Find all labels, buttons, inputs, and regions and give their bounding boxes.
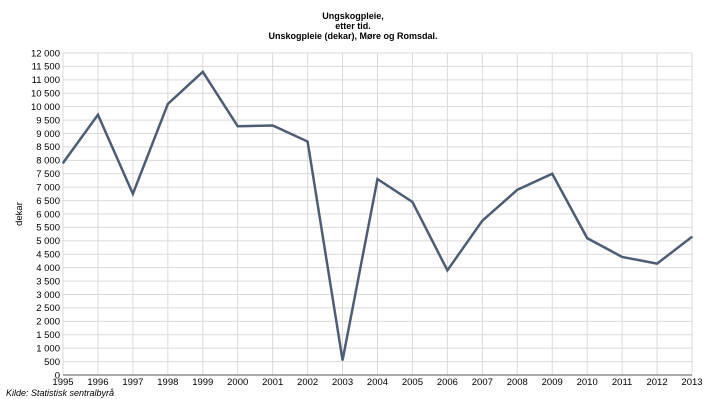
y-tick-label: 11 000 bbox=[32, 75, 60, 86]
data-point bbox=[306, 140, 309, 143]
data-point bbox=[167, 103, 169, 105]
y-tick-label: 10 500 bbox=[31, 89, 60, 100]
x-tick-label: 2010 bbox=[577, 377, 598, 388]
data-point bbox=[621, 256, 623, 258]
y-tick-label: 7 000 bbox=[36, 182, 60, 193]
x-tick-label: 1997 bbox=[122, 377, 143, 388]
y-tick-label: 1 500 bbox=[36, 330, 60, 341]
x-tick-label: 2012 bbox=[646, 377, 667, 388]
y-tick-label: 11 500 bbox=[32, 62, 60, 73]
x-tick-label: 1999 bbox=[192, 377, 213, 388]
series-layer bbox=[61, 69, 693, 362]
y-tick-label: 1 000 bbox=[36, 343, 60, 354]
chart-title-line-1: Ungskogpleie, bbox=[322, 11, 384, 21]
x-tick-label: 2006 bbox=[437, 377, 458, 388]
data-point bbox=[551, 172, 554, 175]
x-tick-label: 2001 bbox=[262, 377, 283, 388]
y-tick-label: 5 500 bbox=[36, 223, 60, 234]
data-point bbox=[341, 359, 344, 362]
data-point bbox=[481, 219, 484, 222]
data-point bbox=[516, 189, 519, 191]
y-tick-label: 7 500 bbox=[36, 169, 60, 180]
data-point bbox=[376, 178, 379, 180]
y-tick-label: 6 500 bbox=[36, 196, 60, 207]
data-point bbox=[411, 201, 414, 203]
x-tick-label: 2000 bbox=[227, 377, 248, 388]
y-axis-ticks: 0 500 1 000 1 500 2 000 2 500 3 000 3 500 4 000 4… bbox=[31, 48, 60, 381]
data-point bbox=[656, 262, 658, 265]
y-tick-label: 4 500 bbox=[36, 250, 60, 261]
data-point bbox=[271, 124, 274, 127]
gridlines bbox=[62, 52, 693, 375]
y-tick-label: 3 000 bbox=[36, 290, 60, 301]
y-tick-label: 9 000 bbox=[36, 129, 60, 140]
y-axis-label: dekar bbox=[14, 202, 25, 226]
chart-title-line-2: etter tid. bbox=[335, 21, 371, 31]
y-tick-label: 500 bbox=[44, 357, 60, 368]
y-tick-label: 3 500 bbox=[36, 276, 60, 287]
x-tick-label: 2007 bbox=[472, 377, 493, 388]
data-point bbox=[132, 193, 134, 195]
x-tick-label: 1998 bbox=[157, 377, 178, 388]
chart-title-line-3: Unskogpleie (dekar), Møre og Romsdal. bbox=[268, 31, 437, 41]
y-tick-label: 0 bbox=[55, 370, 60, 381]
x-tick-label: 2005 bbox=[402, 377, 423, 388]
x-tick-label: 2009 bbox=[542, 377, 563, 388]
x-tick-label: 2002 bbox=[297, 377, 318, 388]
x-tick-label: 1995 bbox=[52, 377, 73, 388]
data-point bbox=[62, 162, 64, 164]
y-tick-label: 10 000 bbox=[31, 102, 60, 113]
x-tick-label: 2004 bbox=[367, 377, 388, 388]
y-tick-label: 12 000 bbox=[31, 48, 60, 59]
x-axis-ticks: 1995 1996 1997 1998 1999 2000 2001 2002 2003 2004… bbox=[52, 377, 702, 388]
data-point bbox=[201, 70, 204, 73]
x-tick-label: 2013 bbox=[681, 377, 702, 388]
data-point bbox=[446, 269, 449, 272]
x-tick-label: 2003 bbox=[332, 377, 353, 388]
source-note: Kilde: Statistisk sentralbyrå bbox=[6, 388, 114, 398]
data-point bbox=[236, 125, 239, 128]
x-tick-label: 2011 bbox=[612, 377, 632, 388]
y-tick-label: 6 000 bbox=[36, 209, 60, 220]
y-tick-label: 4 000 bbox=[36, 263, 60, 274]
y-tick-label: 8 500 bbox=[36, 142, 60, 153]
y-tick-label: 8 000 bbox=[36, 156, 60, 167]
y-tick-label: 2 500 bbox=[36, 303, 60, 314]
y-tick-label: 5 000 bbox=[36, 236, 60, 247]
x-tick-label: 2008 bbox=[507, 377, 528, 388]
y-tick-label: 9 500 bbox=[36, 115, 60, 126]
data-point bbox=[586, 237, 588, 239]
y-tick-label: 2 000 bbox=[36, 317, 60, 328]
data-point bbox=[97, 113, 99, 116]
x-tick-label: 1996 bbox=[87, 377, 108, 388]
data-point bbox=[691, 236, 693, 238]
chart-title: Ungskogpleie, etter tid. Unskogpleie (de… bbox=[268, 11, 437, 41]
